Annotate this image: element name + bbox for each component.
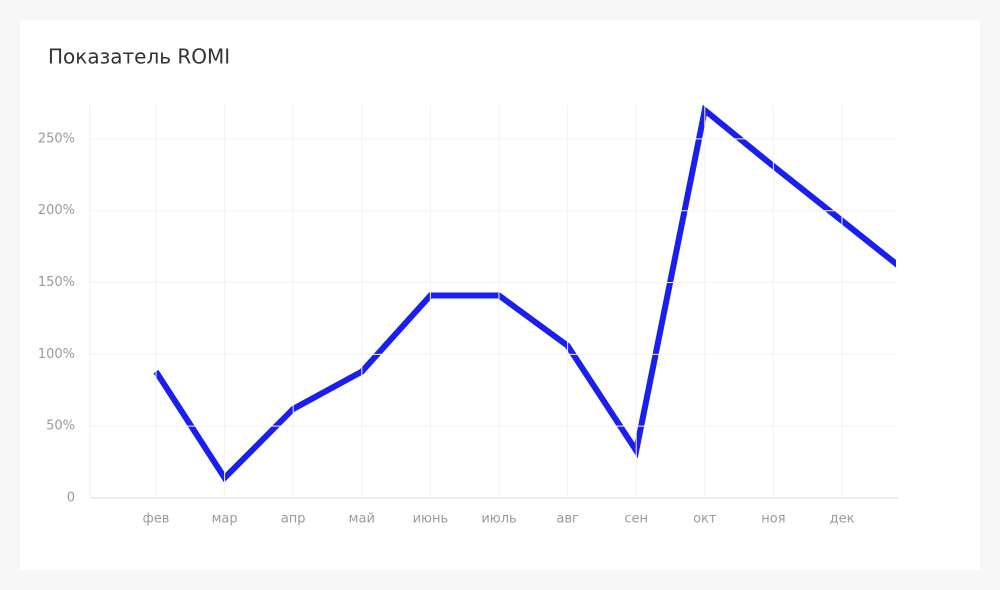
x-tick-label: сен bbox=[624, 512, 648, 527]
x-tick-label: апр bbox=[281, 512, 306, 527]
x-tick-label: июль bbox=[481, 512, 516, 527]
x-tick-label: авг bbox=[556, 512, 579, 527]
x-tick-label: май bbox=[349, 512, 375, 527]
y-tick-label: 250% bbox=[38, 131, 75, 146]
x-tick-label: окт bbox=[693, 512, 717, 527]
y-tick-label: 0 bbox=[67, 491, 75, 506]
chart-title: Показатель ROMI bbox=[48, 45, 230, 69]
x-tick-label: мар bbox=[212, 512, 238, 527]
line-series bbox=[153, 104, 896, 483]
x-tick-label: фев bbox=[143, 512, 170, 527]
x-tick-label: ноя bbox=[761, 512, 785, 527]
y-tick-label: 200% bbox=[38, 203, 75, 218]
x-tick-label: дек bbox=[830, 512, 855, 527]
y-tick-label: 50% bbox=[46, 419, 75, 434]
x-tick-label: июнь bbox=[413, 512, 449, 527]
y-tick-label: 100% bbox=[38, 347, 75, 362]
y-tick-label: 150% bbox=[38, 275, 75, 290]
